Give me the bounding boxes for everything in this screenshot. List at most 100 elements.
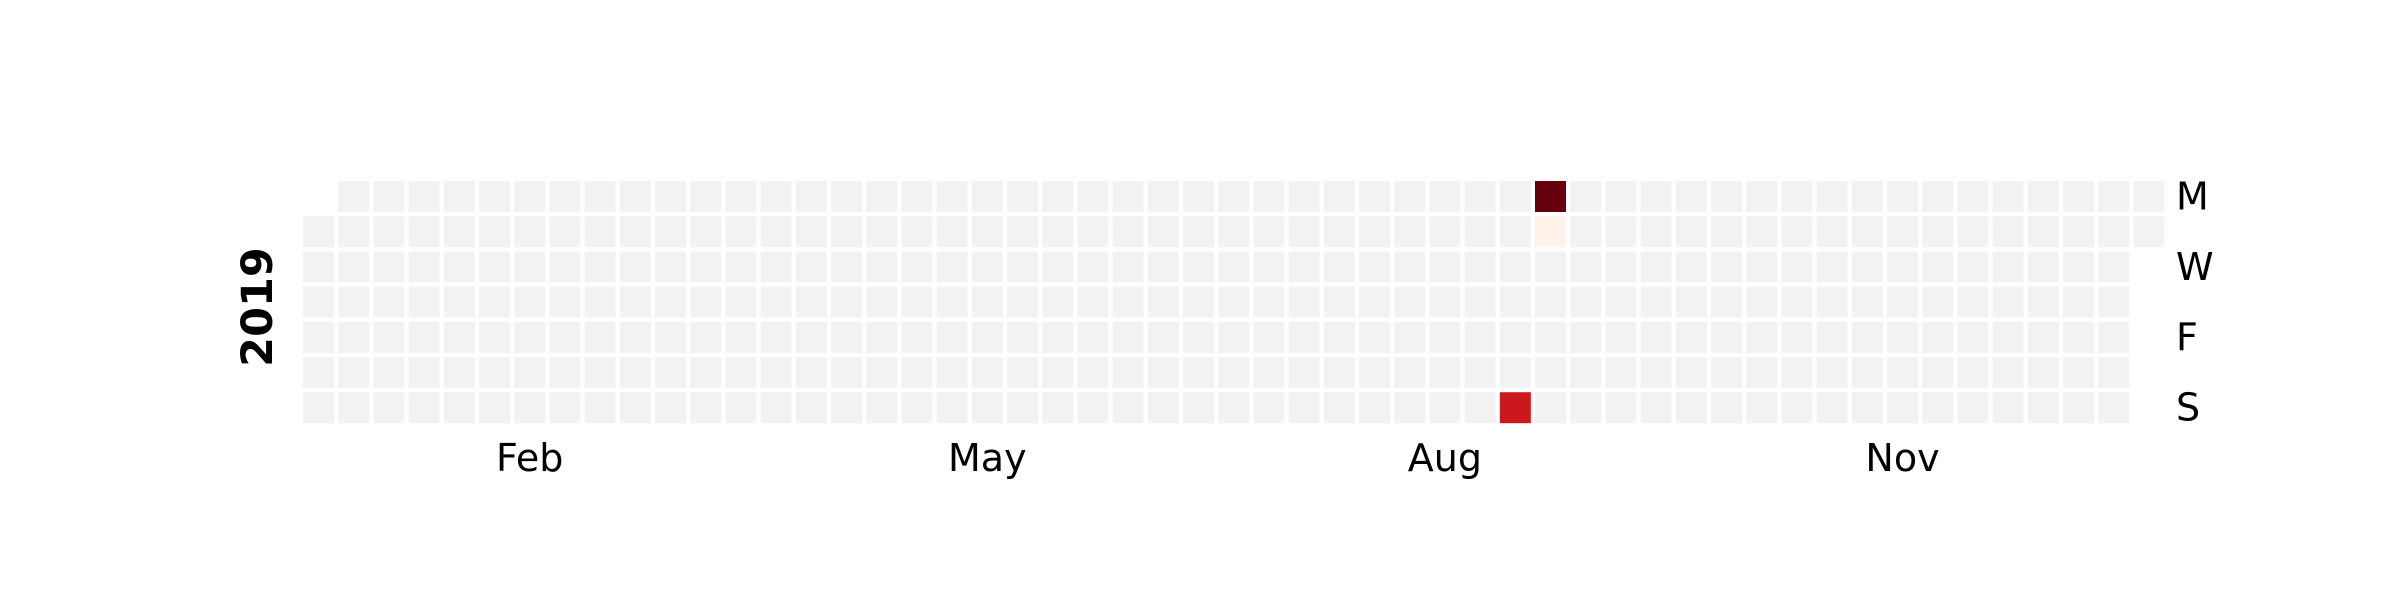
- day-cell: [1887, 181, 1918, 212]
- day-cell: [443, 357, 475, 388]
- day-cell: [795, 392, 827, 424]
- day-cell: [1464, 286, 1496, 318]
- day-cell: [1957, 321, 1989, 353]
- day-cell: [1746, 286, 1778, 318]
- day-cell: [1253, 251, 1285, 283]
- day-cell: [1288, 321, 1320, 353]
- month-label-nov: Nov: [1865, 436, 1939, 480]
- day-cell: [866, 251, 898, 283]
- day-cell: [1359, 251, 1390, 283]
- day-cell: [1922, 181, 1954, 212]
- day-cell: [1499, 216, 1531, 248]
- day-cell: [373, 181, 405, 212]
- day-cell: [1499, 321, 1531, 353]
- day-cell: [1253, 357, 1285, 388]
- day-cell: [1816, 392, 1848, 424]
- day-cell: [1887, 357, 1918, 388]
- day-cell: [901, 321, 933, 353]
- day-cell: [1323, 181, 1355, 212]
- day-cell: [1781, 286, 1813, 318]
- day-cell: [1394, 181, 1426, 212]
- day-cell: [936, 392, 968, 424]
- day-cell: [2098, 286, 2130, 318]
- day-cell: [1992, 357, 2024, 388]
- day-cell: [1922, 216, 1954, 248]
- day-cell: [1394, 216, 1426, 248]
- day-cell: [1429, 392, 1461, 424]
- day-cell: [1781, 181, 1813, 212]
- day-cell: [1640, 321, 1672, 353]
- day-cell: [1147, 181, 1179, 212]
- day-cell: [1323, 216, 1355, 248]
- day-cell: [443, 181, 475, 212]
- day-cell: [1887, 251, 1918, 283]
- day-cell: [479, 216, 510, 248]
- weekday-label-s: S: [2176, 386, 2200, 430]
- day-cell: [1077, 286, 1109, 318]
- day-cell: [1570, 392, 1602, 424]
- day-cell: [1816, 286, 1848, 318]
- day-cell: [760, 392, 792, 424]
- day-cell: [1359, 392, 1390, 424]
- day-cell-valued: [1499, 392, 1531, 424]
- day-cell: [1746, 251, 1778, 283]
- day-cell: [2098, 216, 2130, 248]
- day-cell: [1887, 392, 1918, 424]
- day-cell: [1464, 392, 1496, 424]
- day-cell: [303, 251, 334, 283]
- day-cell: [1042, 181, 1074, 212]
- day-cell: [2098, 321, 2130, 353]
- day-cell: [479, 286, 510, 318]
- day-cell: [1851, 286, 1883, 318]
- day-cell: [1675, 251, 1707, 283]
- day-cell: [1042, 251, 1074, 283]
- day-cell: [1605, 392, 1637, 424]
- day-cell-valued: [1535, 216, 1566, 248]
- day-cell: [1007, 216, 1038, 248]
- day-cell: [866, 286, 898, 318]
- day-cell: [795, 321, 827, 353]
- day-cell: [373, 216, 405, 248]
- day-cell: [2133, 216, 2165, 248]
- day-cell: [936, 216, 968, 248]
- day-cell: [619, 216, 651, 248]
- day-cell: [1816, 321, 1848, 353]
- day-cell: [2027, 357, 2059, 388]
- day-cell: [1992, 392, 2024, 424]
- day-cell: [1288, 286, 1320, 318]
- day-cell: [1535, 286, 1566, 318]
- day-cell: [2063, 216, 2094, 248]
- day-cell: [1605, 321, 1637, 353]
- day-cell: [1640, 251, 1672, 283]
- day-cell: [1851, 181, 1883, 212]
- day-cell: [725, 392, 757, 424]
- day-cell: [1605, 286, 1637, 318]
- day-cell: [1851, 251, 1883, 283]
- day-cell: [1464, 251, 1496, 283]
- day-cell: [1464, 321, 1496, 353]
- day-cell: [1429, 357, 1461, 388]
- day-cell: [831, 181, 862, 212]
- day-cell: [479, 181, 510, 212]
- day-cell: [1077, 357, 1109, 388]
- day-cell: [1605, 251, 1637, 283]
- day-cell: [1429, 321, 1461, 353]
- day-cell: [338, 321, 370, 353]
- day-cell: [760, 321, 792, 353]
- day-cell: [1007, 251, 1038, 283]
- day-cell: [1464, 181, 1496, 212]
- day-cell: [1499, 251, 1531, 283]
- day-cell: [2027, 321, 2059, 353]
- day-cell: [1253, 392, 1285, 424]
- day-cell: [549, 321, 581, 353]
- day-cell: [1077, 216, 1109, 248]
- weekday-label-w: W: [2176, 245, 2214, 289]
- day-cell: [1675, 392, 1707, 424]
- day-cell: [1112, 392, 1144, 424]
- day-cell: [2098, 357, 2130, 388]
- day-cell: [655, 321, 686, 353]
- day-cell: [1992, 181, 2024, 212]
- day-cell: [1957, 181, 1989, 212]
